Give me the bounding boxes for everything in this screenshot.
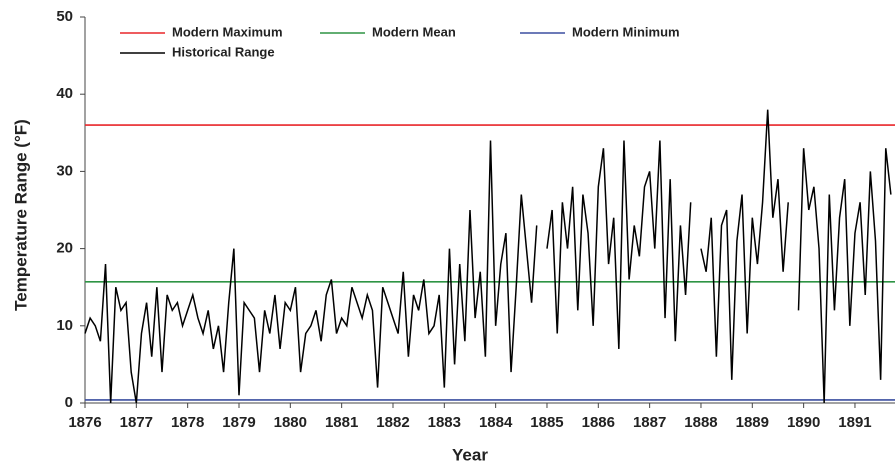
x-tick-label: 1886 [582,414,615,431]
y-tick-label: 0 [65,394,73,411]
x-axis-label: Year [452,445,488,464]
data-line [546,140,692,349]
legend-label: Modern Minimum [572,24,680,39]
x-tick-label: 1877 [120,414,153,431]
legend-label: Modern Maximum [172,24,283,39]
x-tick-label: 1876 [68,414,101,431]
y-tick-label: 30 [56,162,73,179]
x-tick-label: 1887 [633,414,666,431]
x-tick-label: 1888 [684,414,717,431]
x-tick-label: 1880 [274,414,307,431]
x-tick-label: 1883 [428,414,461,431]
y-axis-label: Temperature Range (°F) [11,119,30,311]
x-tick-label: 1889 [736,414,769,431]
x-tick-label: 1890 [787,414,820,431]
data-line [84,140,538,404]
x-tick-label: 1884 [479,414,513,431]
y-tick-label: 40 [56,85,73,102]
x-tick-label: 1891 [838,414,871,431]
data-line [700,109,789,380]
x-tick-label: 1879 [222,414,255,431]
x-tick-label: 1881 [325,414,358,431]
y-tick-label: 10 [56,317,73,334]
x-tick-label: 1878 [171,414,204,431]
legend-label: Historical Range [172,44,275,59]
x-tick-label: 1882 [376,414,409,431]
y-tick-label: 50 [56,8,73,25]
data-line [797,148,892,404]
legend-label: Modern Mean [372,24,456,39]
y-tick-label: 20 [56,240,73,257]
x-tick-label: 1885 [530,414,563,431]
